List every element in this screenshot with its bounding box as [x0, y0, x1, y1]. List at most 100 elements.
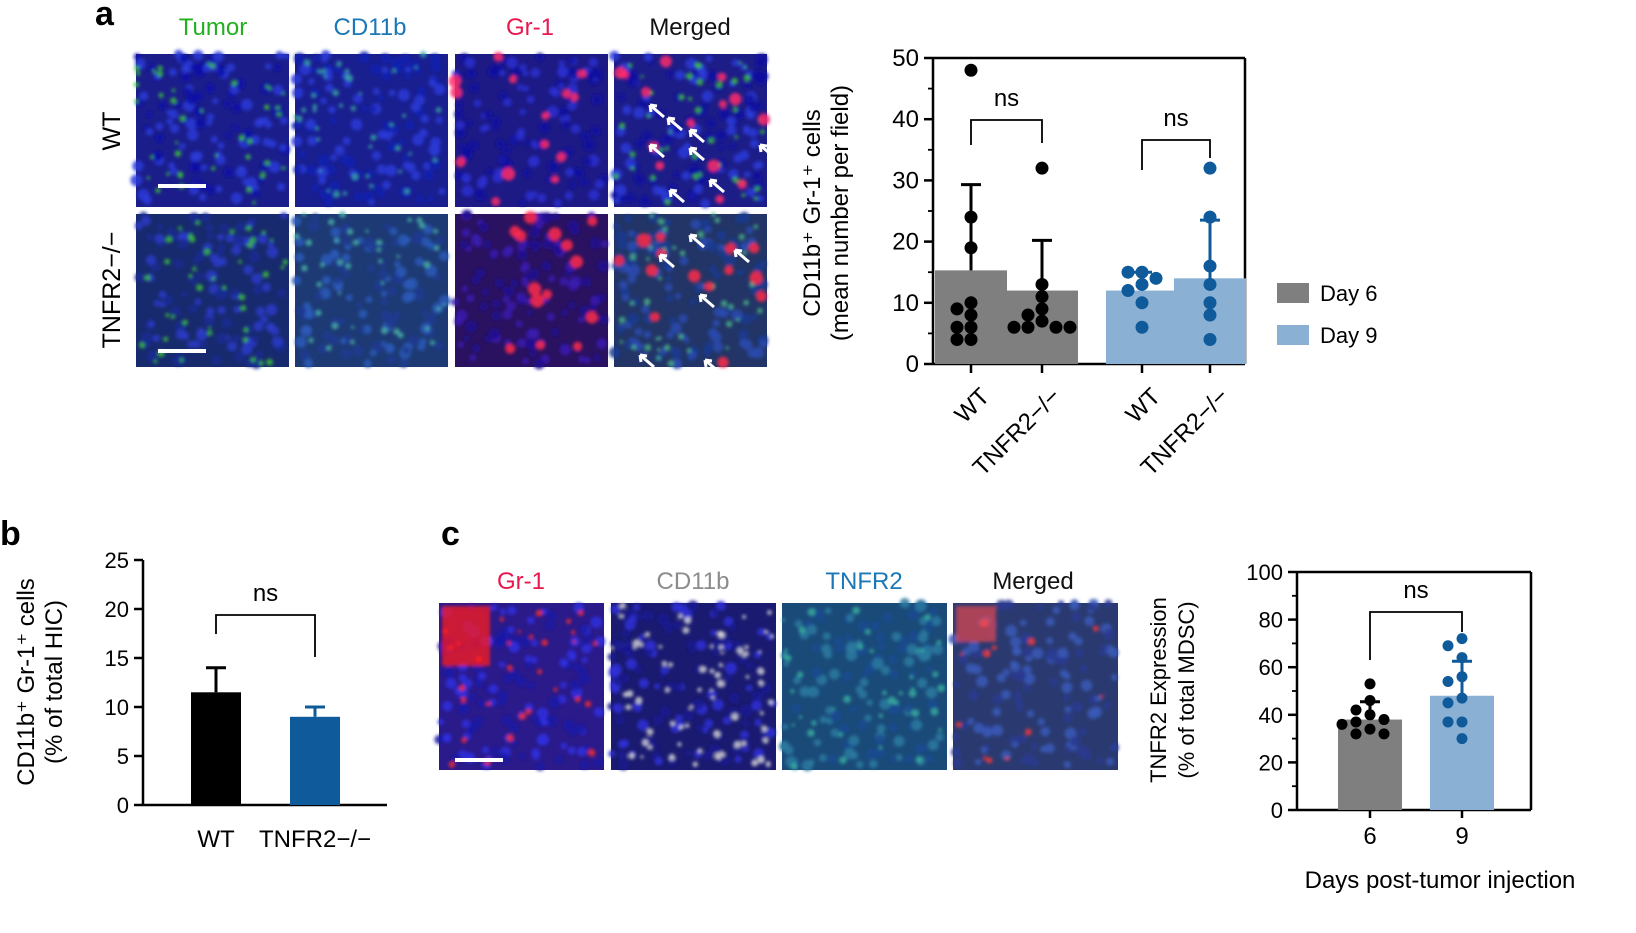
cell-speck	[678, 724, 684, 730]
cell-speck	[731, 713, 739, 721]
cell-speck	[195, 220, 201, 226]
cell-speck	[585, 311, 599, 324]
cell-speck	[293, 165, 302, 174]
cell-speck	[713, 307, 724, 318]
cell-speck	[916, 649, 920, 653]
cell-speck	[635, 139, 645, 149]
cell-speck	[402, 154, 409, 162]
cell-speck	[271, 336, 283, 348]
y-tick-label: 20	[105, 597, 129, 622]
cell-speck	[569, 653, 577, 661]
cell-speck	[211, 166, 216, 171]
cell-speck	[708, 328, 718, 338]
cell-speck	[205, 270, 218, 283]
cell-speck	[888, 654, 898, 664]
cell-speck	[134, 99, 139, 104]
cell-speck	[906, 643, 918, 656]
significance-bracket	[1369, 611, 1463, 660]
cell-speck	[498, 91, 508, 101]
cell-speck	[305, 118, 316, 130]
cell-speck	[294, 252, 305, 262]
cell-speck	[535, 52, 545, 62]
cell-speck	[386, 355, 396, 365]
cell-speck	[920, 648, 925, 653]
cell-speck	[333, 190, 341, 198]
cell-speck	[469, 354, 477, 362]
cell-speck	[573, 341, 583, 351]
cell-speck	[508, 641, 520, 653]
cell-speck	[728, 692, 740, 704]
cell-speck	[250, 217, 257, 224]
cell-speck	[629, 300, 635, 306]
cell-speck	[709, 688, 714, 692]
cell-speck	[871, 657, 884, 670]
cell-speck	[756, 60, 764, 68]
cell-speck	[185, 118, 198, 130]
panel-label-c: c	[441, 515, 460, 553]
cell-speck	[251, 273, 263, 284]
cell-speck	[210, 135, 218, 143]
cell-speck	[953, 758, 963, 768]
cell-speck	[457, 702, 470, 715]
cell-speck	[670, 322, 682, 334]
cell-speck	[716, 81, 723, 89]
cell-speck	[466, 294, 475, 303]
y-axis-label-units: (mean number per field)	[827, 85, 854, 341]
cell-speck	[436, 306, 441, 311]
significance-bracket	[215, 614, 316, 657]
cell-speck	[319, 262, 325, 268]
cell-speck	[579, 305, 589, 316]
cell-speck	[879, 698, 891, 710]
cell-speck	[714, 671, 721, 679]
cell-speck	[695, 640, 707, 651]
cell-speck	[546, 610, 557, 621]
cell-speck	[466, 728, 474, 736]
cell-speck	[598, 314, 609, 325]
cell-speck	[241, 98, 253, 111]
cell-speck	[175, 328, 187, 340]
cell-speck	[938, 728, 942, 732]
cell-speck	[458, 684, 466, 692]
cell-speck	[516, 292, 526, 303]
cell-speck	[219, 222, 229, 232]
cell-speck	[234, 79, 246, 90]
cell-speck	[627, 274, 637, 284]
cell-speck	[548, 275, 556, 283]
cell-speck	[455, 120, 465, 130]
cell-speck	[1110, 742, 1120, 752]
cell-speck	[416, 286, 424, 294]
cell-speck	[976, 675, 988, 688]
y-axis-label-units: (% of total HIC)	[41, 600, 68, 764]
cell-speck	[715, 194, 724, 204]
cell-speck	[259, 172, 266, 179]
cell-speck	[254, 118, 263, 128]
cell-speck	[257, 233, 268, 244]
cell-speck	[640, 755, 644, 759]
cell-speck	[618, 195, 627, 203]
cell-speck	[616, 126, 626, 137]
cell-speck	[613, 703, 624, 714]
cell-speck	[931, 616, 942, 626]
cell-speck	[499, 608, 507, 615]
cell-speck	[572, 662, 580, 670]
cell-speck	[1005, 625, 1018, 637]
cell-speck	[697, 172, 703, 178]
cell-speck	[627, 75, 639, 88]
cell-speck	[859, 678, 869, 687]
cell-speck	[656, 232, 666, 242]
cell-speck	[490, 64, 499, 73]
cell-speck	[580, 131, 591, 141]
cell-speck	[843, 695, 851, 703]
cell-speck	[233, 306, 241, 314]
cell-speck	[142, 195, 152, 205]
cell-speck	[654, 757, 663, 766]
cell-speck	[368, 199, 375, 206]
cell-speck	[754, 718, 762, 727]
cell-speck	[148, 320, 155, 328]
cell-speck	[227, 341, 238, 352]
cell-speck	[525, 661, 533, 669]
cell-speck	[133, 81, 140, 88]
cell-speck	[323, 74, 327, 79]
cell-speck	[312, 213, 319, 220]
cell-speck	[136, 71, 141, 76]
